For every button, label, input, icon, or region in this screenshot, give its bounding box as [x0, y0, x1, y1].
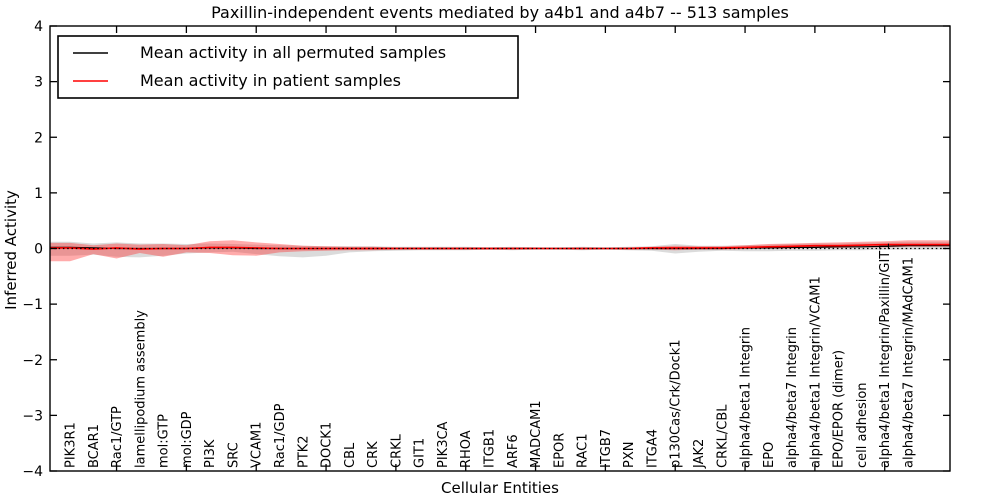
x-tick-label: MADCAM1 — [529, 400, 544, 468]
y-tick-label: −4 — [22, 464, 43, 480]
y-tick-label: 2 — [34, 130, 43, 146]
x-tick-label: ITGA4 — [645, 429, 660, 468]
x-tick-label: lamellipodium assembly — [133, 310, 148, 468]
y-tick-label: −3 — [22, 408, 43, 424]
plot-area: 4 3 2 1 0 −1 −2 −3 −4 PIK3R1 BCAR1 Rac1/GTP lamellip… — [22, 19, 950, 480]
y-tick-label: 0 — [34, 242, 43, 258]
y-tick-label: 3 — [34, 75, 43, 91]
x-tick-label: DOCK1 — [320, 422, 335, 468]
x-tick-label: CBL — [343, 442, 358, 468]
x-tick-label: cell adhesion — [855, 382, 870, 468]
x-tick-label: ITGB1 — [483, 429, 498, 468]
x-tick-label: BCAR1 — [87, 424, 102, 468]
x-tick-label: PIK3R1 — [64, 422, 79, 468]
x-tick-label: alpha4/beta1 Integrin/Paxillin/GIT1 — [878, 242, 893, 468]
x-tick-label: Rac1/GTP — [110, 406, 125, 468]
x-tick-label: alpha4/beta7 Integrin — [785, 327, 800, 468]
x-tick-label: alpha4/beta1 Integrin/VCAM1 — [808, 276, 823, 468]
legend-label-permuted: Mean activity in all permuted samples — [140, 43, 446, 62]
legend: Mean activity in all permuted samples Me… — [57, 35, 519, 99]
x-tick-label: ITGB7 — [599, 429, 614, 468]
permuted-band — [50, 241, 950, 258]
y-tick-label: −1 — [22, 297, 43, 313]
x-tick-label: PTK2 — [296, 435, 311, 468]
x-tick-label: mol:GDP — [180, 411, 195, 468]
x-tick-label: SRC — [226, 442, 241, 468]
x-tick-label: VCAM1 — [250, 422, 265, 468]
x-tick-label: PIK3CA — [436, 421, 451, 468]
x-tick-label: mol:GTP — [157, 414, 172, 468]
y-tick-label: 1 — [34, 186, 43, 202]
patient-band — [50, 240, 950, 262]
chart-title: Paxillin-independent events mediated by … — [211, 3, 789, 22]
plot-border — [49, 25, 951, 472]
legend-box — [57, 35, 519, 99]
x-tick-label: GIT1 — [413, 438, 428, 468]
x-tick-label: EPOR — [552, 433, 567, 468]
x-tick-label: ARF6 — [506, 434, 521, 468]
x-tick-label: CRKL — [389, 433, 404, 468]
x-tick-label: PXN — [622, 442, 637, 468]
x-tick-label: EPO — [762, 442, 777, 468]
x-axis-label: Cellular Entities — [441, 479, 559, 497]
x-tick-label: EPO/EPOR (dimer) — [832, 350, 847, 468]
x-tick-label: RAC1 — [576, 433, 591, 468]
x-tick-label: alpha4/beta7 Integrin/MAdCAM1 — [902, 257, 917, 468]
y-tick-label: −2 — [22, 353, 43, 369]
x-tick-label: CRKL/CBL — [715, 404, 730, 468]
x-tick-label: JAK2 — [692, 439, 707, 469]
x-tick-label: p130Cas/Crk/Dock1 — [669, 339, 684, 468]
x-tick-label: PI3K — [203, 439, 218, 468]
x-tick-label: Rac1/GDP — [273, 403, 288, 468]
x-tick-label: RHOA — [459, 430, 474, 468]
x-tick-label: alpha4/beta1 Integrin — [739, 327, 754, 468]
x-tick-label: CRK — [366, 441, 381, 468]
y-tick-label: 4 — [34, 19, 43, 35]
y-axis-label: Inferred Activity — [2, 190, 20, 310]
legend-label-patient: Mean activity in patient samples — [140, 71, 401, 90]
